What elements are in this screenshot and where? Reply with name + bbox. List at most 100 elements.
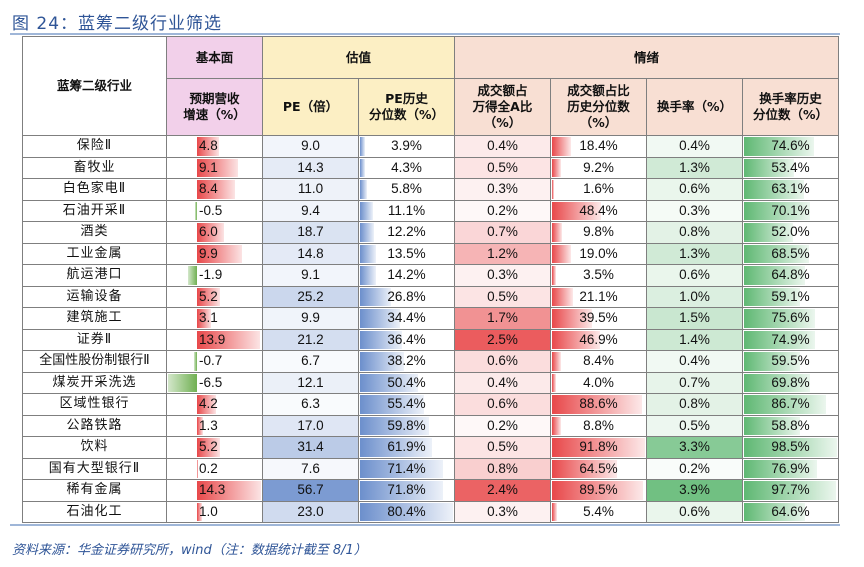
- cell-amt-pct: 91.8%: [550, 436, 647, 459]
- cell-value: 0.6%: [679, 181, 710, 197]
- cell-value: 14.3: [297, 159, 324, 175]
- amt-pct-bar: [552, 373, 557, 392]
- figure-title: 图 24：蓝筹二级行业筛选: [12, 14, 223, 34]
- industry-name: 运输设备: [22, 285, 167, 308]
- cell-value: 0.8%: [679, 224, 710, 240]
- cell-growth: 5.2: [166, 285, 263, 308]
- cell-value: 53.4%: [771, 159, 810, 175]
- cell-value: 0.7%: [487, 224, 518, 240]
- cell-value: 19.0%: [579, 245, 618, 261]
- bluechip-industry-table: 蓝筹二级行业 基本面 估值 情绪 预期营收 增速（%） PE（倍） PE历史 分位数…: [22, 36, 839, 523]
- cell-value: 64.5%: [579, 460, 618, 476]
- table-row: 畜牧业 9.1 14.3 4.3% 0.5% 9.2% 1.3% 53.4%: [22, 156, 839, 179]
- table-row: 酒类 6.0 18.7 12.2% 0.7% 9.8% 0.8% 52.0%: [22, 221, 839, 244]
- cell-value: 64.6%: [771, 503, 810, 519]
- industry-name: 饮料: [22, 436, 167, 459]
- cell-value: 76.9%: [771, 460, 810, 476]
- cell-value: 46.9%: [579, 331, 618, 347]
- cell-growth: -1.9: [166, 264, 263, 287]
- cell-turnover-pct: 86.7%: [742, 393, 839, 416]
- cell-value: 59.5%: [771, 353, 810, 369]
- cell-pe: 6.7: [262, 350, 359, 373]
- table-row: 稀有金属 14.3 56.7 71.8% 2.4% 89.5% 3.9% 97.7%: [22, 479, 839, 502]
- turnover-pct-bar: [744, 373, 810, 392]
- cell-amt-pct: 21.1%: [550, 285, 647, 308]
- cell-pe-pct: 50.4%: [358, 371, 455, 394]
- cell-pe-pct: 4.3%: [358, 156, 455, 179]
- cell-pe: 14.8: [262, 242, 359, 265]
- cell-value: 1.3%: [679, 159, 710, 175]
- cell-pe: 21.2: [262, 328, 359, 351]
- cell-value: 1.3: [199, 417, 218, 433]
- turnover-pct-bar: [744, 352, 801, 371]
- cell-value: 61.9%: [387, 439, 426, 455]
- cell-value: 59.8%: [387, 417, 426, 433]
- pe-pct-bar: [360, 244, 376, 263]
- industry-name: 白色家电Ⅱ: [22, 178, 167, 201]
- cell-amt-pct: 88.6%: [550, 393, 647, 416]
- cell-value: 0.3%: [679, 202, 710, 218]
- pe-pct-bar: [360, 158, 365, 177]
- cell-value: 1.6%: [583, 181, 614, 197]
- turnover-pct-bar: [744, 266, 806, 285]
- cell-amt-share: 0.7%: [454, 221, 551, 244]
- cell-value: 25.2: [297, 288, 324, 304]
- cell-turnover: 0.8%: [646, 221, 743, 244]
- growth-bar: [197, 244, 242, 263]
- table-row: 煤炭开采洗选 -6.5 12.1 50.4% 0.4% 4.0% 0.7% 69.8%: [22, 371, 839, 394]
- cell-value: 0.2: [199, 460, 218, 476]
- turnover-pct-bar: [744, 416, 800, 435]
- bottom-rule: [10, 524, 840, 526]
- growth-bar: [167, 373, 197, 392]
- cell-value: 4.3%: [391, 159, 422, 175]
- industry-name: 酒类: [22, 221, 167, 244]
- cell-turnover: 1.3%: [646, 156, 743, 179]
- cell-growth: 3.1: [166, 307, 263, 330]
- table-row: 运输设备 5.2 25.2 26.8% 0.5% 21.1% 1.0% 59.1%: [22, 285, 839, 308]
- turnover-pct-bar: [744, 201, 811, 220]
- cell-value: 80.4%: [387, 503, 426, 519]
- header-amount-share: 成交额占 万得全A比 （%）: [454, 78, 551, 136]
- amt-pct-bar: [552, 244, 572, 263]
- cell-value: 3.3%: [679, 439, 710, 455]
- cell-turnover-pct: 59.1%: [742, 285, 839, 308]
- cell-pe: 9.0: [262, 135, 359, 158]
- cell-value: 2.5%: [487, 331, 518, 347]
- cell-amt-pct: 48.4%: [550, 199, 647, 222]
- cell-value: 9.1: [301, 267, 320, 283]
- growth-bar: [193, 352, 197, 371]
- growth-bar: [197, 438, 221, 457]
- cell-value: 75.6%: [771, 310, 810, 326]
- cell-value: 8.4: [199, 181, 218, 197]
- cell-value: 55.4%: [387, 396, 426, 412]
- cell-value: 36.4%: [387, 331, 426, 347]
- header-turnover-percentile: 换手率历史 分位数（%）: [742, 78, 839, 136]
- cell-turnover-pct: 70.1%: [742, 199, 839, 222]
- cell-value: 9.8%: [583, 224, 614, 240]
- cell-growth: 13.9: [166, 328, 263, 351]
- cell-value: 0.3%: [487, 181, 518, 197]
- cell-value: 9.9: [199, 245, 218, 261]
- amt-pct-bar: [552, 223, 562, 242]
- table-row: 全国性股份制银行Ⅱ -0.7 6.7 38.2% 0.6% 8.4% 0.4% 59.5%: [22, 350, 839, 373]
- cell-pe-pct: 59.8%: [358, 414, 455, 437]
- header-pe: PE（倍）: [262, 78, 359, 136]
- amt-pct-bar: [552, 266, 556, 285]
- cell-turnover: 1.0%: [646, 285, 743, 308]
- cell-value: 1.2%: [487, 245, 518, 261]
- cell-value: 1.7%: [487, 310, 518, 326]
- cell-value: 5.4%: [583, 503, 614, 519]
- cell-value: 88.6%: [579, 396, 618, 412]
- turnover-pct-bar: [744, 395, 826, 414]
- cell-value: 31.4: [297, 439, 324, 455]
- cell-value: 5.2: [199, 288, 218, 304]
- amt-pct-bar: [552, 395, 642, 414]
- header-industry: 蓝筹二级行业: [22, 36, 167, 136]
- cell-amt-pct: 19.0%: [550, 242, 647, 265]
- growth-bar: [197, 287, 221, 306]
- cell-pe-pct: 71.4%: [358, 457, 455, 480]
- cell-turnover-pct: 53.4%: [742, 156, 839, 179]
- cell-amt-share: 0.3%: [454, 500, 551, 523]
- cell-value: 48.4%: [579, 202, 618, 218]
- table-row: 区域性银行 4.2 6.3 55.4% 0.6% 88.6% 0.8% 86.7%: [22, 393, 839, 416]
